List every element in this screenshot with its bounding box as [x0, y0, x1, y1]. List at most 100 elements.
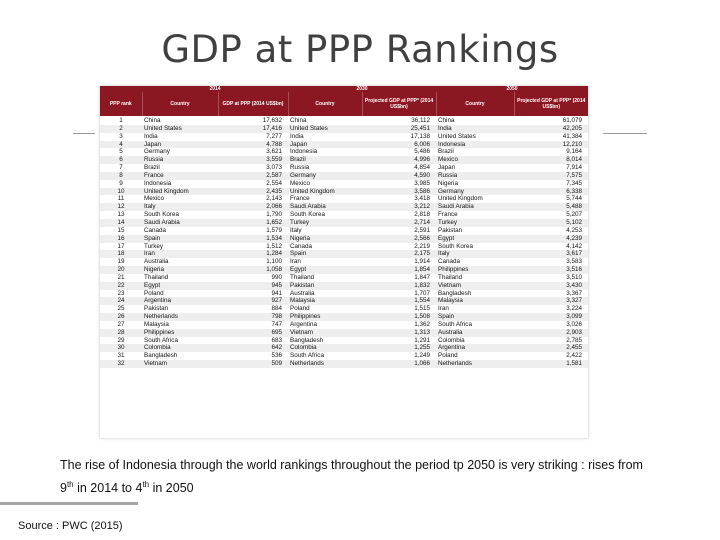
country-2050-cell: Canada: [438, 258, 461, 266]
country-2030-cell: Japan: [288, 140, 362, 149]
country-2014-cell: Iran: [142, 250, 218, 259]
rank-cell: 23: [117, 289, 125, 297]
column-header-country-2030: Country: [287, 92, 362, 116]
gdp-2030-cell: 1,515: [414, 305, 430, 313]
country-2050-cell: United Kingdom: [438, 195, 483, 203]
gdp-2030-cell: 3,418: [414, 195, 430, 203]
country-2014-cell: Thailand: [144, 273, 169, 281]
rank-cell: 3: [119, 132, 123, 140]
gdp-2030-cell: 3,586: [362, 187, 436, 196]
country-2050-cell: Japan: [438, 164, 456, 172]
rank-cell: 14: [100, 218, 142, 227]
table-row: 5 Germany 3,621 Indonesia 5,486 Brazil 9,164: [100, 148, 588, 156]
table-row: 28 Philippines 695 Vietnam 1,313 Australia 2,9…: [100, 328, 588, 337]
country-2014-cell: South Korea: [144, 211, 180, 219]
country-2050-cell: Brazil: [438, 148, 454, 156]
table-row: 18 Iran 1,284 Spain 2,175 Italy 3,617: [100, 250, 588, 259]
gdp-2014-cell: 7,277: [266, 132, 282, 140]
table-row: 6 Russia 3,559 Brazil 4,996 Mexico 8,014: [100, 156, 588, 165]
caption-sup-2: th: [142, 480, 150, 489]
gdp-2014-cell: 2,554: [266, 179, 282, 187]
table-row: 21 Thailand 990 Thailand 1,847 Thailand 3,510: [100, 274, 588, 282]
table-row: 17 Turkey 1,512 Canada 2,219 South Korea 4,142: [100, 243, 588, 251]
gdp-2014-cell: 3,073: [266, 164, 282, 172]
rank-cell: 22: [100, 281, 142, 290]
gdp-2030-cell: 1,249: [414, 352, 430, 360]
table-row: 27 Malaysia 747 Argentina 1,362 South Africa 3…: [100, 321, 588, 329]
gdp-2030-cell: 2,566: [362, 234, 436, 243]
gdp-2030-cell: 2,219: [414, 242, 430, 250]
rank-cell: 29: [117, 336, 125, 344]
country-2030-cell: Malaysia: [288, 297, 362, 306]
gdp-2050-cell: 5,488: [514, 203, 588, 212]
gdp-2050-cell: 3,510: [566, 273, 582, 281]
gdp-2014-cell: 509: [218, 360, 288, 368]
rank-cell: 32: [100, 360, 142, 368]
country-2014-cell: Turkey: [144, 242, 164, 250]
gdp-2050-cell: 5,102: [514, 218, 588, 227]
table-row: 7 Brazil 3,073 Russia 4,854 Japan 7,914: [100, 164, 588, 172]
table-row: 20 Nigeria 1,058 Egypt 1,854 Philippines 3,516: [100, 266, 588, 274]
country-2050-cell: Nigeria: [438, 179, 458, 187]
table-row: 15 Canada 1,579 Italy 2,591 Pakistan 4,253: [100, 227, 588, 235]
gdp-2050-cell: 7,575: [514, 171, 588, 180]
gdp-2050-cell: 3,099: [514, 313, 588, 321]
table-row: 2 United States 17,416 United States 25,451 I…: [100, 124, 588, 133]
gdp-2030-cell: 1,313: [362, 328, 436, 337]
country-2050-cell: Italy: [436, 250, 514, 259]
gdp-2014-cell: 1,512: [266, 242, 282, 250]
country-2014-cell: United Kingdom: [142, 187, 218, 196]
gdp-2014-cell: 642: [218, 344, 288, 353]
gdp-2030-cell: 1,291: [414, 336, 430, 344]
country-2050-cell: Argentina: [436, 344, 514, 353]
table-row: 13 South Korea 1,790 South Korea 2,818 France…: [100, 211, 588, 219]
country-2050-cell: Poland: [438, 352, 458, 360]
gdp-2030-cell: 4,590: [362, 171, 436, 180]
country-2030-cell: United Kingdom: [288, 187, 362, 196]
column-header-gdp-2030: Projected GDP at PPP* (2014 US$bn): [361, 92, 436, 116]
column-header-gdp-2050: Projected GDP at PPP* (2014 US$bn): [513, 92, 588, 116]
country-2050-cell: Russia: [436, 171, 514, 180]
country-2030-cell: Australia: [290, 289, 315, 297]
country-2014-cell: Germany: [144, 148, 170, 156]
gdp-2030-cell: 2,818: [414, 211, 430, 219]
gdp-2030-cell: 2,714: [362, 218, 436, 227]
gdp-2014-cell: 747: [271, 320, 282, 328]
country-2030-cell: Colombia: [288, 344, 362, 353]
country-2030-cell: United States: [288, 124, 362, 133]
country-2050-cell: Germany: [436, 187, 514, 196]
caption-text-3: in 2050: [149, 481, 194, 496]
gdp-2014-cell: 536: [271, 352, 282, 360]
table-row: 31 Bangladesh 536 South Africa 1,249 Poland 2,…: [100, 352, 588, 360]
rank-cell: 27: [117, 320, 125, 328]
country-2050-cell: Philippines: [436, 266, 514, 274]
column-header-rank: PPP rank: [100, 92, 142, 116]
gdp-2030-cell: 1,066: [362, 360, 436, 368]
gdp-2050-cell: 12,210: [514, 140, 588, 149]
gdp-2030-cell: 17,138: [410, 132, 430, 140]
caption-text-1: The rise of Indonesia through the world …: [60, 458, 643, 496]
gdp-2030-cell: 1,255: [362, 344, 436, 353]
table-row: 10 United Kingdom 2,435 United Kingdom 3,586…: [100, 187, 588, 196]
country-2050-cell: Thailand: [438, 273, 463, 281]
rank-cell: 2: [100, 124, 142, 133]
country-2014-cell: Canada: [144, 226, 167, 234]
table-row: 23 Poland 941 Australia 1,707 Bangladesh 3,367: [100, 290, 588, 298]
rank-cell: 12: [100, 203, 142, 212]
table-row: 1 China 17,632 China 36,112 China 61,079: [100, 116, 588, 125]
country-2014-cell: South Africa: [144, 336, 178, 344]
country-2050-cell: China: [438, 117, 455, 124]
country-2014-cell: Japan: [142, 140, 218, 149]
country-2050-cell: Bangladesh: [438, 289, 472, 297]
country-2030-cell: Pakistan: [288, 281, 362, 290]
gdp-2014-cell: 1,534: [218, 234, 288, 243]
gdp-2014-cell: 1,284: [218, 250, 288, 259]
gdp-2030-cell: 3,985: [414, 179, 430, 187]
gdp-2050-cell: 2,785: [566, 336, 582, 344]
country-2030-cell: Indonesia: [290, 148, 318, 156]
gdp-2014-cell: 1,058: [218, 266, 288, 274]
gdp-2030-cell: 2,175: [362, 250, 436, 259]
table-row: 8 France 2,587 Germany 4,590 Russia 7,575: [100, 171, 588, 180]
gdp-2050-cell: 41,384: [562, 132, 582, 140]
table-row: 12 Italy 2,066 Saudi Arabia 3,212 Saudi Arabi…: [100, 203, 588, 212]
